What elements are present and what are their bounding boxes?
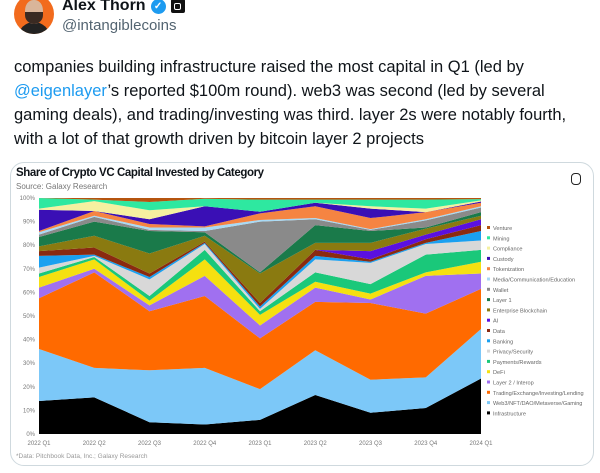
legend-label: Custody <box>493 257 514 263</box>
legend-swatch <box>487 318 490 322</box>
y-tick-label: 80% <box>23 243 36 249</box>
area-series-privacy-security <box>39 240 481 312</box>
x-tick-label: 2022 Q1 <box>27 441 51 447</box>
y-tick-label: 0% <box>26 432 35 438</box>
y-tick-label: 20% <box>23 385 36 391</box>
galaxy-logo-icon <box>571 173 581 185</box>
chart-title: Share of Crypto VC Capital Invested by C… <box>16 167 264 179</box>
y-tick-label: 30% <box>23 361 36 367</box>
tweet-text-part: ’s reported $100m round). web3 was secon… <box>14 82 567 148</box>
legend-swatch <box>487 339 490 343</box>
legend-label: Infrastructure <box>493 411 526 417</box>
author-handle[interactable]: @intangiblecoins <box>62 17 177 34</box>
area-series-mining <box>39 198 481 212</box>
x-tick-label: 2023 Q3 <box>359 441 383 447</box>
legend-swatch <box>487 256 490 260</box>
legend-swatch <box>487 349 490 353</box>
legend-label: Wallet <box>493 288 509 294</box>
legend-label: DeFi <box>493 370 505 376</box>
area-series-layer-1 <box>39 212 481 274</box>
legend-swatch <box>487 277 490 281</box>
y-tick-label: 40% <box>23 338 36 344</box>
area-series-tokenization <box>39 202 481 233</box>
x-tick-label: 2023 Q4 <box>414 441 438 447</box>
y-tick-label: 100% <box>20 196 36 202</box>
area-series-web3-nft-dao-metaverse-gaming <box>39 328 481 425</box>
legend-label: Tokenization <box>493 267 524 273</box>
legend-swatch <box>487 329 490 332</box>
legend-label: Layer 2 / Interop <box>493 381 534 387</box>
x-tick-label: 2022 Q3 <box>138 441 162 447</box>
legend-swatch <box>487 298 490 302</box>
x-tick-label: 2023 Q1 <box>248 441 272 447</box>
area-series-enterprise-blockchain <box>39 215 481 304</box>
area-series-banking <box>39 231 481 309</box>
area-series-trading-exchange-investing-lending <box>39 272 481 390</box>
area-series-defi <box>39 259 481 326</box>
area-series-infrastructure <box>39 378 481 434</box>
x-tick-label: 2022 Q2 <box>83 441 107 447</box>
legend-label: Mining <box>493 236 509 242</box>
y-tick-label: 10% <box>23 408 36 414</box>
legend-swatch <box>487 411 490 415</box>
legend-label: Payments/Rewards <box>493 360 542 366</box>
y-tick-label: 90% <box>23 220 36 226</box>
tweet-text-part: companies building infrastructure raised… <box>14 58 524 76</box>
legend-label: Data <box>493 329 506 335</box>
author-name-row: Alex Thorn ✓ <box>62 0 185 15</box>
legend-swatch <box>487 308 490 312</box>
area-series-payments-rewards <box>39 249 481 315</box>
y-tick-label: 50% <box>23 314 36 320</box>
legend-swatch <box>487 287 490 291</box>
legend-swatch <box>487 370 490 374</box>
mention-link[interactable]: @eigenlayer <box>14 82 108 100</box>
x-tick-label: 2022 Q4 <box>193 441 217 447</box>
y-tick-label: 60% <box>23 290 36 296</box>
tweet-avatar[interactable] <box>14 0 54 34</box>
area-series-wallet <box>39 207 481 273</box>
legend-label: Enterprise Blockchain <box>493 308 547 314</box>
legend-swatch <box>487 390 490 394</box>
y-tick-label: 70% <box>23 267 36 273</box>
area-series-layer-2-interop <box>39 268 481 339</box>
chart-subtitle: Source: Galaxy Research <box>16 182 108 191</box>
legend-swatch <box>487 236 490 240</box>
chart-image-card[interactable]: Share of Crypto VC Capital Invested by C… <box>10 162 594 466</box>
legend-swatch <box>487 226 490 229</box>
x-tick-label: 2023 Q2 <box>304 441 328 447</box>
stacked-area-chart: 0% 10% 20% 30% 40% 50% 60% 70% 80% 90% 100% 2022 Q1… <box>20 196 584 447</box>
legend-swatch <box>487 267 490 271</box>
author-name[interactable]: Alex Thorn <box>62 0 146 14</box>
tweet-text: companies building infrastructure raised… <box>14 55 594 151</box>
area-series-data <box>39 225 481 307</box>
legend-swatch <box>487 380 490 384</box>
legend-label: Banking <box>493 339 513 345</box>
area-series-compliance <box>39 200 481 220</box>
chart-footnote: *Data: Pitchbook Data, Inc.; Galaxy Rese… <box>16 453 148 460</box>
affiliation-badge-icon[interactable] <box>170 0 185 13</box>
legend-label: Layer 1 <box>493 298 512 304</box>
x-tick-label: 2024 Q1 <box>469 441 493 447</box>
legend-label: Venture <box>493 226 512 232</box>
legend-swatch <box>487 401 490 405</box>
legend-label: AI <box>493 319 499 325</box>
legend-swatch <box>487 359 490 363</box>
verified-badge-icon: ✓ <box>150 0 166 14</box>
legend-label: Web3/NFT/DAO/Metaverse/Gaming <box>493 401 582 407</box>
legend-swatch <box>487 246 490 250</box>
legend-label: Trading/Exchange/Investing/Lending <box>493 391 584 397</box>
area-series-custody <box>39 201 481 232</box>
legend-label: Compliance <box>493 247 523 253</box>
area-series-venture <box>39 198 481 203</box>
legend-label: Media/Communication/Education <box>493 278 575 284</box>
legend-label: Privacy/Security <box>493 350 533 356</box>
